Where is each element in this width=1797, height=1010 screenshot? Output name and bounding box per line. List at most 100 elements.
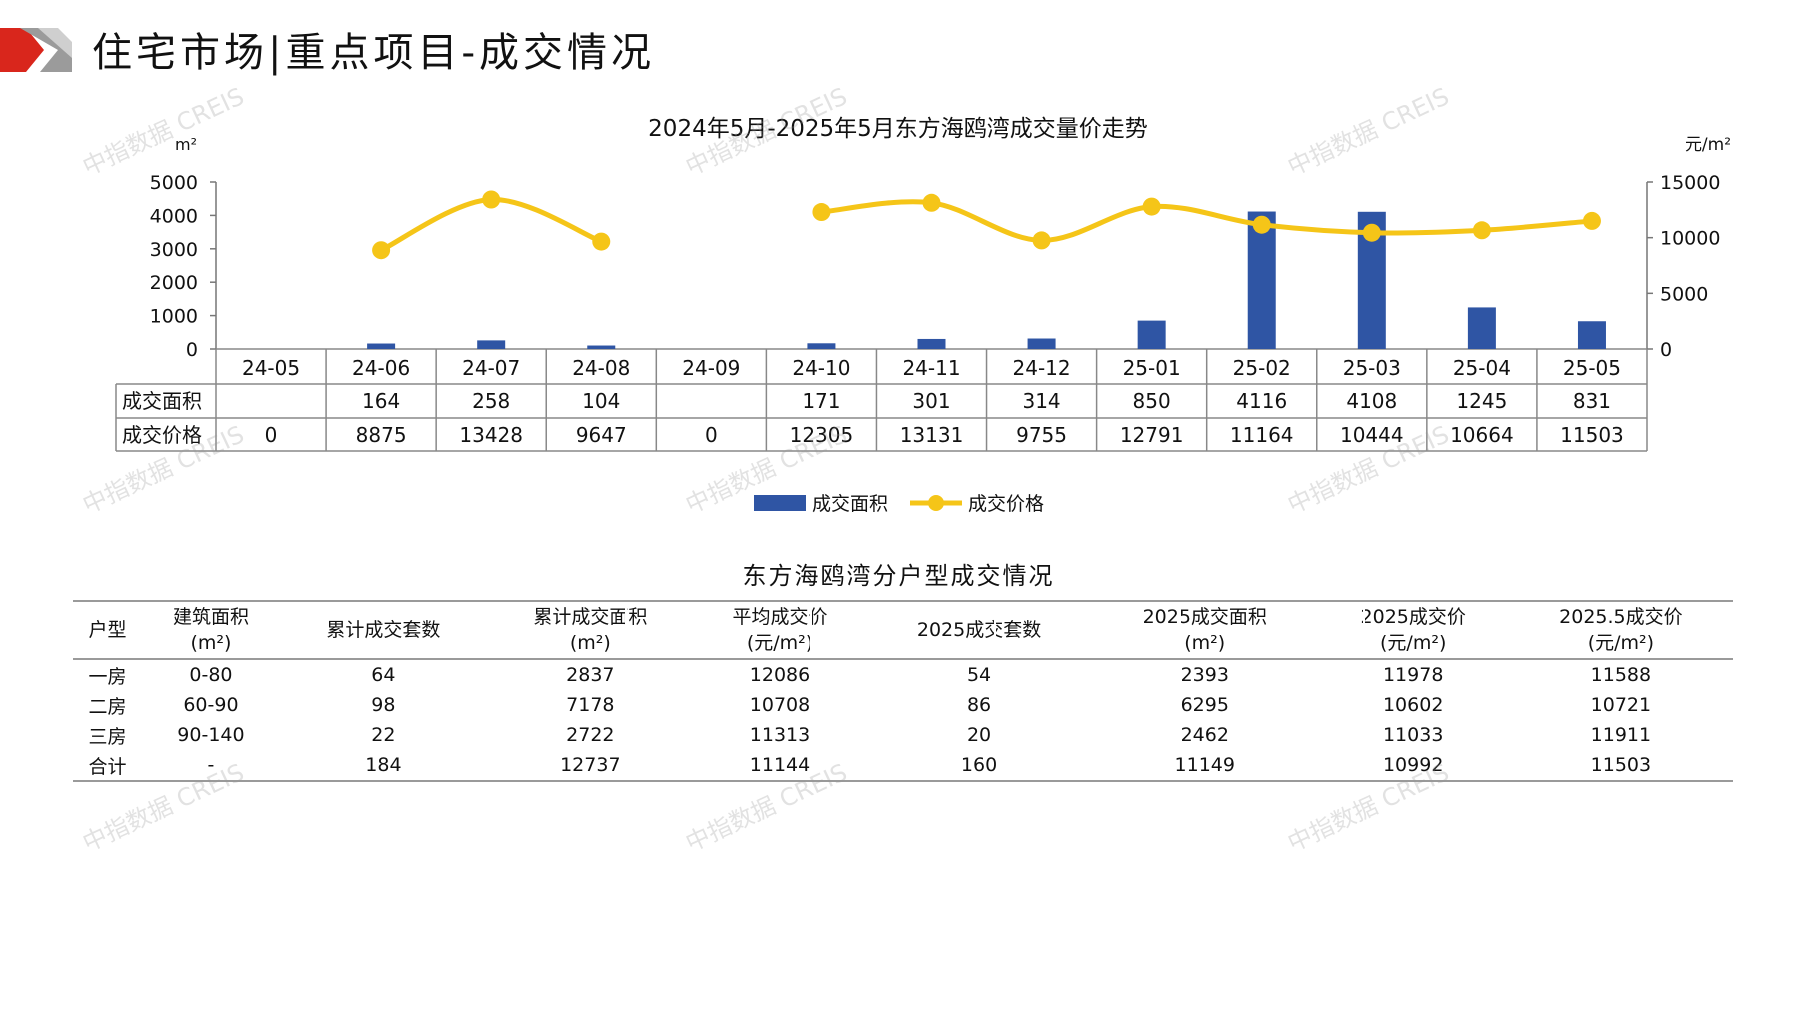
table-header-cell: 累计成交套数 xyxy=(279,600,487,660)
table-row: 二房 60-90 98 7178 10708 86 6295 10602 10721 xyxy=(73,690,1733,720)
table-cell: 一房 xyxy=(88,665,127,688)
header-separator xyxy=(1547,602,1550,654)
x-tick-label: 24-10 xyxy=(792,356,850,380)
table-header-text: 2025成交价 xyxy=(1360,606,1466,628)
x-tick-label: 25-04 xyxy=(1453,356,1511,380)
table-cell: 184 xyxy=(279,750,487,782)
header-separator xyxy=(1363,602,1366,654)
price-point xyxy=(1142,197,1161,216)
header-separator xyxy=(1178,602,1181,654)
legend-bar-label: 成交面积 xyxy=(812,493,888,515)
bar xyxy=(367,343,396,349)
y-right-tick-label: 5000 xyxy=(1660,283,1708,305)
data-label-area: 4116 xyxy=(1236,389,1287,413)
page-title: 住宅市场|重点项目-成交情况 xyxy=(92,30,655,76)
table-cell: 22 xyxy=(371,724,396,746)
volume-price-chart: 2024年5月-2025年5月东方海鸥湾成交量价走势 m² 元/m² 5000 4000… xyxy=(115,116,1731,515)
table-header-text: (元/m²) xyxy=(746,632,814,654)
y-left-tick-label: 5000 xyxy=(150,172,198,194)
table-cell: 160 xyxy=(866,750,1092,782)
table-cell: 64 xyxy=(371,664,396,686)
bar xyxy=(917,338,946,349)
table-cell: 11911 xyxy=(1590,724,1652,746)
table-cell: - xyxy=(141,750,280,782)
data-label-area: 4108 xyxy=(1346,389,1397,413)
x-tick-label: 25-01 xyxy=(1123,356,1181,380)
table-header-cell: 平均成交价 (元/m²) xyxy=(693,600,867,660)
table-cell: 三房 xyxy=(88,725,127,748)
data-label-price: 12305 xyxy=(790,423,854,447)
y-right-tick-label: 0 xyxy=(1660,339,1672,361)
price-point xyxy=(1582,211,1601,230)
price-point xyxy=(1362,223,1381,242)
table-header-text: 累计成交面积 xyxy=(533,606,648,628)
price-point xyxy=(922,193,941,212)
table-header-cell: 2025成交套数 xyxy=(866,600,1092,660)
header-separator xyxy=(625,602,628,654)
table-cell: 86 xyxy=(966,694,992,716)
data-label-area: 258 xyxy=(472,389,510,413)
table-header-text: 2025.5成交价 xyxy=(1559,606,1683,628)
x-tick-label: 24-09 xyxy=(682,356,740,380)
x-tick-label: 24-11 xyxy=(902,356,960,380)
price-point xyxy=(482,190,501,209)
table-header-cell: 户型 xyxy=(73,600,142,660)
table-row-label: 成交价格 xyxy=(122,423,202,447)
table-header-text: 2025成交套数 xyxy=(916,619,1042,641)
table-header-text: 2025成交面积 xyxy=(1142,606,1267,628)
legend-line-marker xyxy=(928,495,944,511)
legend-bar-swatch xyxy=(754,495,806,511)
table-cell: 11588 xyxy=(1590,664,1652,686)
y-left-tick-label: 4000 xyxy=(150,205,198,227)
table-header-cell: 2025成交面积 (m²) xyxy=(1091,600,1318,660)
price-point xyxy=(372,241,391,260)
table-cell: 12737 xyxy=(486,750,694,782)
table-header-text: (元/m²) xyxy=(1380,632,1447,654)
table-row: 合计 -184 12737 11144 160 11149 10992 11503 xyxy=(73,750,1733,782)
table-header-cell: 累计成交面积 (m²) xyxy=(486,600,694,660)
x-tick-label: 25-05 xyxy=(1563,356,1621,380)
table-header-text: 累计成交套数 xyxy=(326,619,441,641)
header-separator xyxy=(994,602,997,654)
table-cell: 合计 xyxy=(73,750,142,782)
table-header-text: (m²) xyxy=(1184,632,1226,654)
table-cell: 60-90 xyxy=(183,694,239,716)
table-cell: 11503 xyxy=(1508,750,1733,782)
y-right-tick-label: 10000 xyxy=(1660,228,1720,250)
x-tick-label: 24-08 xyxy=(572,356,630,380)
table-header-cell: 2025.5成交价 (元/m²) xyxy=(1508,600,1733,660)
price-point xyxy=(592,232,611,251)
price-point xyxy=(812,203,831,222)
bar xyxy=(807,343,836,349)
y-left-unit: m² xyxy=(175,135,197,154)
data-label-price: 10664 xyxy=(1450,423,1514,447)
data-label-area: 850 xyxy=(1133,389,1171,413)
chart-title: 2024年5月-2025年5月东方海鸥湾成交量价走势 xyxy=(648,116,1148,142)
table-header-text: 户型 xyxy=(88,619,127,641)
data-label-price: 8875 xyxy=(356,423,407,447)
data-label-price: 0 xyxy=(265,423,278,447)
table-header-cell: 2025成交价 (元/m²) xyxy=(1317,600,1509,660)
table-cell: 11313 xyxy=(749,724,811,746)
table-cell: 10721 xyxy=(1590,694,1652,716)
data-label-price: 9755 xyxy=(1016,423,1067,447)
table-cell: 20 xyxy=(966,724,992,746)
data-label-price: 11164 xyxy=(1230,423,1294,447)
table-cell: 11144 xyxy=(693,750,867,782)
unit-type-table: 户型 建筑面积 (m²) 累计成交套数 累计成交面积 (m²) 平均成交价 (元/m²) 202… xyxy=(73,600,1733,782)
table-cell: 54 xyxy=(966,664,992,686)
table-cell: 6295 xyxy=(1180,694,1229,716)
table-cell: 11978 xyxy=(1382,664,1444,686)
table-header-text: (m²) xyxy=(190,632,232,654)
price-point xyxy=(1032,231,1051,250)
data-label-price: 13131 xyxy=(900,423,964,447)
header-separator xyxy=(440,602,443,654)
table-cell: 10602 xyxy=(1382,694,1444,716)
y-left-tick-label: 3000 xyxy=(150,239,198,261)
price-point xyxy=(1472,221,1491,240)
data-label-area: 171 xyxy=(802,389,840,413)
table-cell: 2393 xyxy=(1180,664,1229,686)
logo-mark xyxy=(0,28,72,72)
table-row-label: 成交面积 xyxy=(122,389,202,413)
data-label-price: 13428 xyxy=(459,423,523,447)
